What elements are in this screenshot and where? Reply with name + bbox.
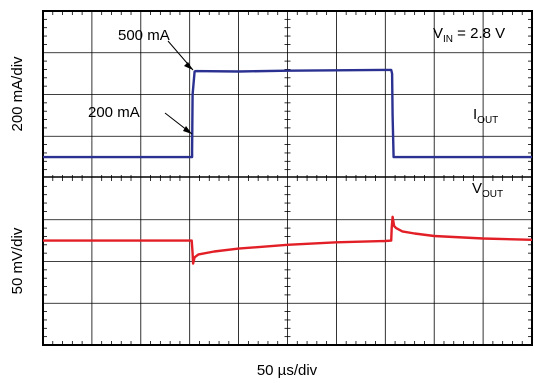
annotation-arrowhead-500ma <box>184 62 193 70</box>
x-axis-label: 50 µs/div <box>257 362 318 379</box>
legend-iout: IOUT <box>473 106 498 126</box>
iout-trace <box>43 68 532 159</box>
legend-vout: VOUT <box>472 180 503 200</box>
annotation-arrowhead-200ma <box>183 126 192 134</box>
grid <box>43 11 532 345</box>
traces <box>43 68 533 265</box>
vout-trace <box>43 215 533 265</box>
y-axis-label-current: 200 mA/div <box>9 56 26 132</box>
annotation-200ma: 200 mA <box>88 104 140 121</box>
annotation-vin: VIN = 2.8 V <box>433 25 505 45</box>
plot-frame <box>42 10 533 346</box>
y-axis-label-voltage: 50 mV/div <box>9 227 26 294</box>
annotation-500ma: 500 mA <box>118 27 170 44</box>
